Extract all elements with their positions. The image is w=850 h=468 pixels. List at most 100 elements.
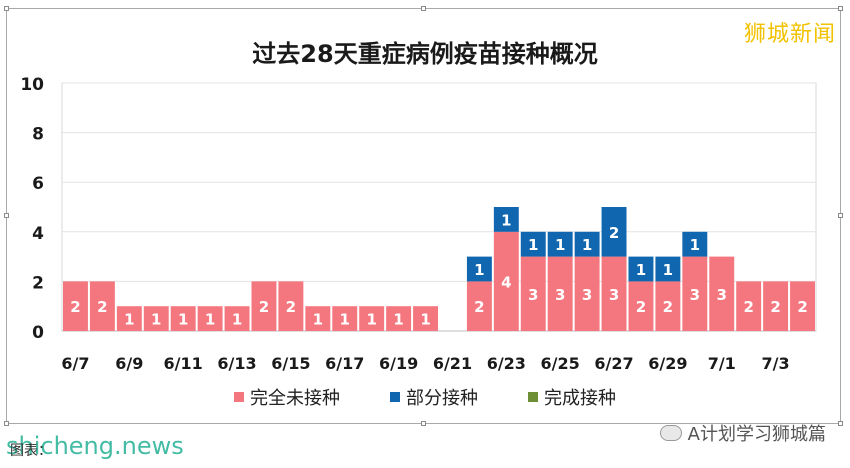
bar-unvaccinated [655, 281, 681, 331]
bar-unvaccinated [413, 306, 438, 331]
bar-data-label: 3 [582, 286, 592, 304]
source-site-watermark: shicheng.news [6, 432, 184, 460]
x-tick-label: 7/1 [708, 354, 736, 373]
bar-data-label: 1 [366, 311, 376, 329]
bar-unvaccinated [251, 281, 277, 331]
y-tick-label: 8 [32, 125, 44, 145]
bar-data-label: 2 [743, 298, 753, 316]
resize-handle-top-left[interactable] [4, 6, 9, 11]
bar-unvaccinated [790, 281, 815, 331]
bar-unvaccinated [520, 256, 546, 331]
bar-unvaccinated [547, 256, 573, 331]
bar-unvaccinated [359, 306, 385, 331]
bar-unvaccinated [197, 306, 223, 331]
bar-partial [628, 256, 654, 282]
bar-data-label: 1 [528, 236, 538, 254]
bar-unvaccinated [601, 256, 627, 331]
chart-frame [6, 8, 841, 424]
bar-data-label: 2 [609, 224, 619, 242]
bar-unvaccinated [332, 306, 358, 331]
bar-data-label: 2 [259, 298, 269, 316]
y-tick-label: 2 [32, 273, 44, 293]
bar-unvaccinated [224, 306, 250, 331]
x-tick-label: 7/3 [762, 354, 790, 373]
wechat-brand: A计划学习狮城篇 [659, 420, 826, 446]
resize-handle-bottom[interactable] [421, 421, 426, 426]
bar-data-label: 1 [690, 236, 700, 254]
bar-data-label: 1 [555, 236, 565, 254]
bar-unvaccinated [493, 231, 519, 331]
bar-unvaccinated [574, 256, 600, 331]
x-tick-label: 6/27 [594, 354, 633, 373]
bar-data-label: 1 [582, 236, 592, 254]
bar-data-label: 2 [636, 298, 646, 316]
bar-unvaccinated [63, 281, 88, 331]
legend-label-partial: 部分接种 [406, 388, 478, 409]
bar-unvaccinated [170, 306, 196, 331]
bar-data-label: 1 [205, 311, 215, 329]
bar-data-label: 2 [70, 298, 80, 316]
bar-data-label: 3 [717, 286, 727, 304]
x-tick-label: 6/15 [271, 354, 310, 373]
bar-unvaccinated [466, 281, 492, 331]
bar-unvaccinated [305, 306, 331, 331]
bar-unvaccinated [89, 281, 115, 331]
bar-data-label: 1 [313, 311, 323, 329]
legend-label-unvaccinated: 完全未接种 [250, 388, 340, 409]
bar-data-label: 4 [501, 273, 511, 291]
legend-swatch-partial [390, 392, 400, 402]
bar-unvaccinated [736, 281, 762, 331]
bar-partial [547, 231, 573, 257]
x-tick-label: 6/13 [217, 354, 256, 373]
resize-handle-right[interactable] [838, 213, 843, 218]
legend-item-partial: 部分接种 [390, 384, 478, 410]
bar-data-label: 2 [797, 298, 807, 316]
resize-handle-top-right[interactable] [838, 6, 843, 11]
chart-title: 过去28天重症病例疫苗接种概况 [252, 40, 598, 68]
bar-unvaccinated [628, 281, 654, 331]
legend-item-unvaccinated: 完全未接种 [234, 384, 340, 410]
bar-partial [655, 256, 681, 282]
bar-data-label: 3 [690, 286, 700, 304]
resize-handle-top[interactable] [421, 6, 426, 11]
bar-data-label: 2 [97, 298, 107, 316]
y-tick-label: 6 [32, 174, 44, 194]
bar-partial [493, 207, 519, 232]
legend-item-full: 完成接种 [528, 384, 616, 410]
x-tick-label: 6/17 [325, 354, 364, 373]
legend-label-full: 完成接种 [544, 388, 616, 409]
x-tick-label: 6/7 [61, 354, 89, 373]
bar-data-label: 1 [501, 211, 511, 229]
resize-handle-bottom-right[interactable] [838, 421, 843, 426]
bar-partial [682, 231, 708, 257]
x-tick-label: 6/29 [648, 354, 687, 373]
bar-unvaccinated [386, 306, 412, 331]
resize-handle-bottom-left[interactable] [4, 421, 9, 426]
watermark-logo: 狮城新闻 [743, 22, 836, 47]
bar-data-label: 3 [555, 286, 565, 304]
y-tick-label: 10 [20, 75, 44, 95]
bar-data-label: 1 [420, 311, 430, 329]
bar-partial [601, 207, 627, 257]
bar-unvaccinated [143, 306, 169, 331]
bar-data-label: 1 [340, 311, 350, 329]
legend-swatch-full [528, 392, 538, 402]
resize-handle-left[interactable] [4, 213, 9, 218]
bar-data-label: 1 [474, 261, 484, 279]
bar-partial [574, 231, 600, 257]
bar-data-label: 1 [178, 311, 188, 329]
source-label: 图表： [10, 443, 52, 459]
bar-data-label: 1 [232, 311, 242, 329]
legend-swatch-unvaccinated [234, 392, 244, 402]
x-tick-label: 6/25 [541, 354, 580, 373]
bar-data-label: 1 [663, 261, 673, 279]
bar-unvaccinated [116, 306, 142, 331]
bar-data-label: 2 [663, 298, 673, 316]
y-tick-label: 0 [32, 323, 44, 343]
bar-data-label: 1 [151, 311, 161, 329]
bar-unvaccinated [763, 281, 789, 331]
bar-data-label: 2 [770, 298, 780, 316]
bar-data-label: 2 [474, 298, 484, 316]
x-tick-label: 6/19 [379, 354, 418, 373]
